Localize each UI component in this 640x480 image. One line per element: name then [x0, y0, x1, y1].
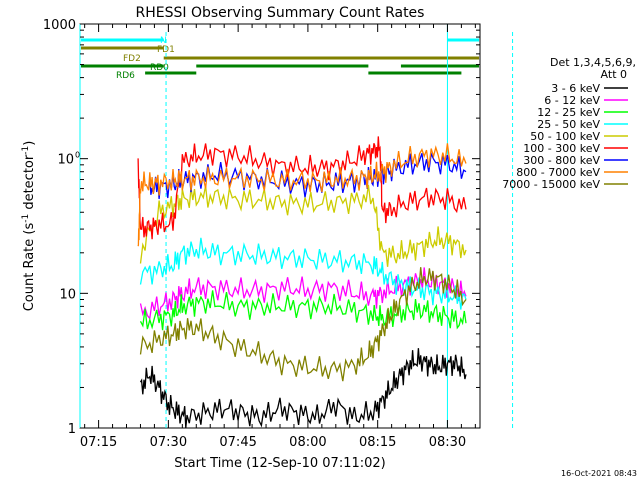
legend-entry-label: 6 - 12 keV: [544, 94, 600, 107]
x-tick-label: 08:00: [289, 435, 326, 450]
legend-entry-label: 12 - 25 keV: [537, 106, 600, 119]
y-tick-label: 10: [57, 153, 74, 168]
y-axis-label-end: ): [22, 141, 37, 146]
y-axis-label-main: Count Rate (s: [22, 223, 37, 312]
legend-entry-label: 800 - 7000 keV: [516, 166, 600, 179]
legend-entry-label: 7000 - 15000 keV: [502, 178, 600, 191]
boundary-lines: [79, 24, 514, 428]
series-line-0: [139, 348, 467, 428]
series-line-7: [137, 143, 467, 247]
y-tick-label: 1: [68, 422, 76, 437]
legend-entry-label: 50 - 100 keV: [530, 130, 600, 143]
flag-label-n: N: [160, 36, 167, 46]
x-tick-label: 08:30: [429, 435, 466, 450]
series-line-3: [139, 237, 467, 310]
y-tick-label: 10: [59, 287, 76, 302]
y-axis-label-sup2: -1: [21, 146, 31, 155]
series-lines: [137, 136, 467, 428]
x-axis-label: Start Time (12-Sep-10 07:11:02): [174, 456, 385, 471]
legend-header-line2: Att 0: [601, 68, 627, 81]
x-tick-label: 07:15: [80, 435, 117, 450]
series-line-5: [137, 136, 467, 240]
flag-label-rd6: RD6: [116, 71, 135, 81]
series-line-8: [139, 267, 467, 382]
footer-timestamp: 16-Oct-2021 08:43: [561, 469, 637, 478]
chart-title: RHESSI Observing Summary Count Rates: [136, 5, 425, 21]
legend-header-line1: Det 1,3,4,5,6,9,: [550, 56, 636, 69]
series-line-4: [139, 184, 467, 267]
flag-label-rd0: RD0: [150, 63, 169, 73]
x-tick-label: 08:15: [359, 435, 396, 450]
series-line-6: [149, 151, 467, 200]
flag-label-fd2: FD2: [123, 54, 141, 64]
series-line-2: [139, 290, 467, 331]
y-tick-label-exponent: 0: [75, 151, 80, 160]
x-tick-label: 07:30: [150, 435, 187, 450]
y-axis-label-mid: detector: [22, 154, 37, 214]
x-tick-label: 07:45: [219, 435, 256, 450]
series-line-1: [139, 267, 467, 320]
legend-entry-label: 300 - 800 keV: [523, 154, 600, 167]
y-axis-label-sup1: -1: [21, 214, 31, 223]
legend-entry-label: 25 - 50 keV: [537, 118, 600, 131]
legend-entry-label: 3 - 6 keV: [551, 82, 600, 95]
y-tick-label: 1000: [43, 18, 76, 33]
y-axis-label: Count Rate (s-1 detector-1): [21, 141, 37, 312]
legend-entry-label: 100 - 300 keV: [523, 142, 600, 155]
